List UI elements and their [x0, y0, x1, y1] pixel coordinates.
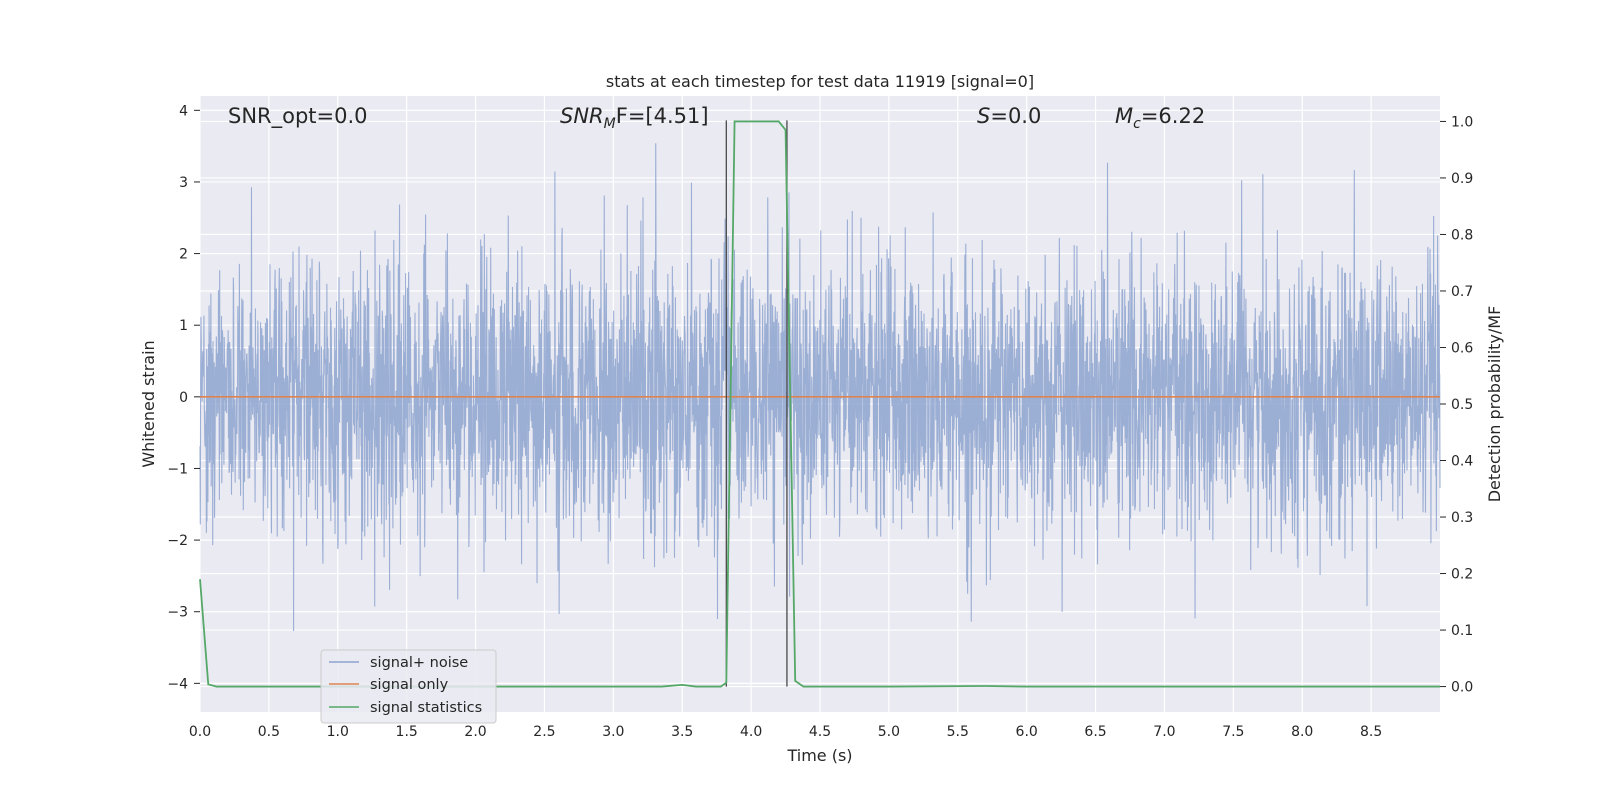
y-tick-label: −1: [167, 461, 188, 477]
x-tick-label: 3.5: [671, 724, 693, 740]
annotation-snr-mf: SNRMF=[4.51]: [560, 104, 709, 132]
legend-label-signal-statistics: signal statistics: [370, 700, 482, 716]
x-tick-label: 7.0: [1153, 724, 1175, 740]
annotation-snr-opt: SNR_opt=0.0: [228, 104, 368, 129]
x-tick-label: 5.5: [947, 724, 969, 740]
x-tick-label: 0.5: [258, 724, 280, 740]
y-axis-label: Whitened strain: [139, 340, 158, 467]
x-tick-label: 7.5: [1222, 724, 1244, 740]
y-tick-label: 3: [179, 175, 188, 191]
annotation-snr-mf-sub: M: [604, 116, 616, 132]
y-tick-label: 0: [179, 390, 188, 406]
tick-labels: 0.0 0.5 1.0 1.5 2.0 2.5 3.0 3.5 4.0 4.5 5.0 5.5 6.0 6…: [167, 103, 1473, 740]
annotation-mc-rest: =6.22: [1141, 104, 1205, 128]
annotation-mc-sub: c: [1133, 116, 1141, 132]
y-right-tick-label: 0.5: [1451, 397, 1473, 413]
y-tick-label: −4: [167, 676, 188, 692]
x-tick-label: 8.0: [1291, 724, 1313, 740]
x-tick-label: 6.0: [1016, 724, 1038, 740]
y-right-tick-label: 1.0: [1451, 114, 1473, 130]
y-right-tick-label: 0.2: [1451, 567, 1473, 583]
line-series: [199, 120, 1440, 688]
annotation-s-main: S: [977, 104, 990, 128]
legend-label-signal-only: signal only: [370, 677, 449, 693]
y-right-tick-label: 0.6: [1451, 340, 1473, 356]
x-tick-label: 4.5: [809, 724, 831, 740]
x-axis-label: Time (s): [786, 746, 852, 765]
legend-label-signal-noise: signal+ noise: [370, 655, 468, 671]
chart-title: stats at each timestep for test data 119…: [606, 72, 1034, 91]
x-tick-label: 4.0: [740, 724, 762, 740]
y-right-tick-label: 0.4: [1451, 454, 1473, 470]
x-tick-label: 2.0: [464, 724, 486, 740]
y-right-tick-label: 0.8: [1451, 227, 1473, 243]
y-tick-label: 4: [179, 103, 188, 119]
y-right-tick-label: 0.3: [1451, 510, 1473, 526]
annotation-snr-mf-rest: F=[4.51]: [616, 104, 709, 128]
x-tick-label: 8.5: [1360, 724, 1382, 740]
x-tick-label: 0.0: [189, 724, 211, 740]
annotation-snr-mf-main: SNR: [560, 104, 604, 128]
annotation-s: S=0.0: [977, 104, 1041, 128]
annotation-mc: Mc=6.22: [1115, 104, 1205, 132]
y-right-tick-label: 0.1: [1451, 623, 1473, 639]
y-tick-label: −3: [167, 605, 188, 621]
legend-box: [320, 649, 497, 724]
y-right-tick-label: 0.7: [1451, 284, 1473, 300]
x-tick-label: 2.5: [533, 724, 555, 740]
y-tick-label: 2: [179, 247, 188, 263]
series-signal-statistics: [199, 120, 1440, 688]
noise-series: [199, 143, 1441, 632]
y-tick-label: 1: [179, 318, 188, 334]
x-tick-label: 1.5: [396, 724, 418, 740]
y-right-tick-label: 0.9: [1451, 171, 1473, 187]
annotation-mc-main: M: [1115, 104, 1133, 128]
x-tick-label: 1.0: [327, 724, 349, 740]
x-tick-label: 5.0: [878, 724, 900, 740]
legend: signal+ noise signal only signal statist…: [320, 649, 497, 724]
y-tick-label: −2: [167, 533, 188, 549]
y-axis-label-right: Detection probability/MF: [1485, 306, 1504, 503]
x-tick-label: 6.5: [1084, 724, 1106, 740]
series-signal-noise: [199, 143, 1441, 632]
y-right-tick-label: 0.0: [1451, 680, 1473, 696]
annotation-s-rest: =0.0: [990, 104, 1041, 128]
x-tick-label: 3.0: [602, 724, 624, 740]
